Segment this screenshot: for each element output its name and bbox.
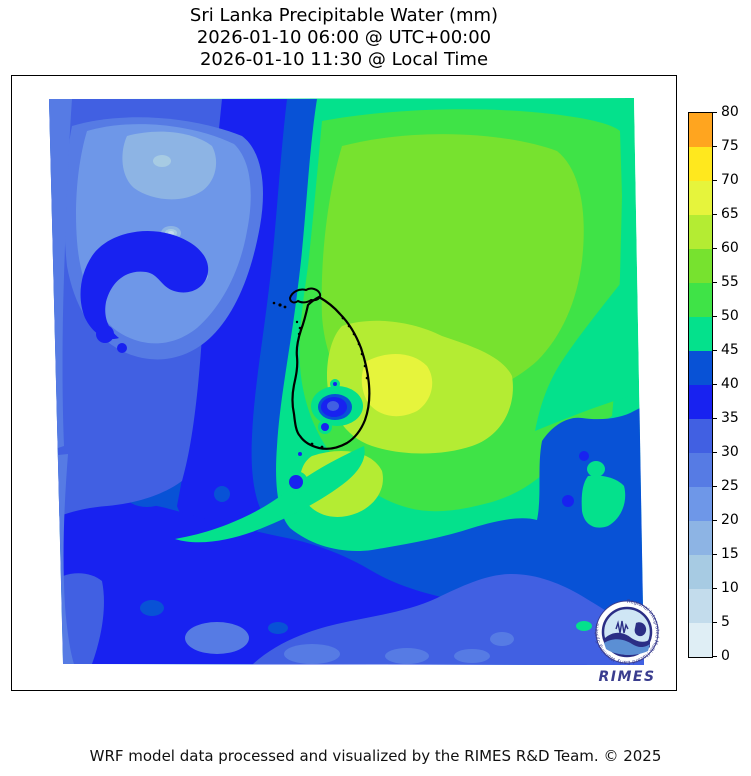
colorbar-tick bbox=[712, 248, 717, 250]
colorbar-segment-5-10 bbox=[689, 589, 712, 623]
contour-45-50-dot bbox=[576, 621, 592, 631]
colorbar-tick bbox=[712, 384, 717, 386]
south-dot bbox=[298, 452, 302, 456]
contour-35-40-dot bbox=[579, 451, 589, 461]
colorbar-segment-10-15 bbox=[689, 555, 712, 589]
colorbar-tick-label: 70 bbox=[721, 172, 739, 188]
colorbar-tick bbox=[712, 180, 717, 182]
contour-25-30-bottompatch bbox=[185, 622, 249, 654]
colorbar-tick bbox=[712, 112, 717, 114]
colorbar-segment-0-5 bbox=[689, 623, 712, 657]
colorbar-tick-label: 20 bbox=[721, 512, 739, 528]
coastline bbox=[291, 295, 371, 450]
contour-35-40-dot bbox=[96, 325, 114, 343]
contour-45-50-ne-wedge bbox=[535, 266, 634, 431]
colorbar-tick bbox=[712, 554, 717, 556]
colorbar bbox=[688, 112, 713, 658]
precipitable-water-map bbox=[49, 98, 644, 665]
colorbar-segment-40-45 bbox=[689, 351, 712, 385]
colorbar-tick-label: 10 bbox=[721, 580, 739, 596]
colorbar-tick-label: 0 bbox=[721, 648, 730, 664]
contour-25-30-bottompatch bbox=[454, 649, 490, 663]
contour-65-70-moist-patch bbox=[361, 354, 433, 417]
contour-30-35-bottomright bbox=[252, 574, 644, 665]
colorbar-tick-label: 60 bbox=[721, 240, 739, 256]
colorbar-tick-label: 25 bbox=[721, 478, 739, 494]
colorbar-segment-45-50 bbox=[689, 317, 712, 351]
colorbar-tick bbox=[712, 282, 717, 284]
rimes-logo-wordmark: RIMES bbox=[598, 669, 656, 685]
highlands-core-30-35 bbox=[327, 401, 339, 411]
coastline bbox=[288, 287, 322, 304]
logo-seismograph bbox=[615, 620, 629, 634]
map-axes-frame bbox=[11, 75, 677, 691]
contour-30-35-leftedge bbox=[63, 573, 104, 664]
contour-45-50-pocket bbox=[587, 461, 605, 477]
footer-credit: WRF model data processed and visualized … bbox=[89, 747, 662, 765]
contour-25-30-bottompatch bbox=[490, 632, 514, 646]
chart-title: Sri Lanka Precipitable Water (mm) bbox=[189, 5, 499, 26]
colorbar-tick bbox=[712, 588, 717, 590]
contour-10-15-core bbox=[153, 155, 171, 167]
colorbar-segment-75-80 bbox=[689, 113, 712, 147]
colorbar-tick bbox=[712, 146, 717, 148]
contour-25-30-bottompatch bbox=[385, 648, 429, 664]
highlands-satellite bbox=[321, 423, 329, 431]
contour-15-20-patch bbox=[122, 131, 217, 200]
colorbar-tick-label: 50 bbox=[721, 308, 739, 324]
colorbar-tick bbox=[712, 418, 717, 420]
south-blob bbox=[289, 475, 303, 489]
colorbar-segment-20-25 bbox=[689, 487, 712, 521]
contour-35-40-dot bbox=[117, 343, 127, 353]
colorbar-tick-label: 30 bbox=[721, 444, 739, 460]
chart-subtitle-utc: 2026-01-10 06:00 @ UTC+00:00 bbox=[196, 27, 492, 48]
colorbar-tick-label: 75 bbox=[721, 138, 739, 154]
contour-35-40-hook bbox=[80, 230, 209, 340]
contour-40-45-pocket bbox=[140, 600, 164, 616]
colorbar-tick-label: 45 bbox=[721, 342, 739, 358]
colorbar-tick-label: 80 bbox=[721, 104, 739, 120]
colorbar-tick-label: 40 bbox=[721, 376, 739, 392]
colorbar-tick-label: 35 bbox=[721, 410, 739, 426]
colorbar-tick bbox=[712, 350, 717, 352]
colorbar-tick bbox=[712, 316, 717, 318]
chart-subtitle-local: 2026-01-10 11:30 @ Local Time bbox=[199, 49, 489, 70]
coastline-islets bbox=[272, 301, 369, 449]
colorbar-ticks: 80 75 70 65 60 55 50 45 40 35 30 25 20 15 10 5 0 bbox=[712, 104, 751, 664]
contour-40-45-pocket bbox=[268, 622, 288, 634]
contour-45-50-pocket2 bbox=[581, 475, 626, 528]
colorbar-tick-label: 65 bbox=[721, 206, 739, 222]
colorbar-tick-label: 5 bbox=[721, 614, 730, 630]
colorbar-tick-label: 55 bbox=[721, 274, 739, 290]
contour-40-45-pocket bbox=[214, 486, 230, 502]
colorbar-segment-25-30 bbox=[689, 453, 712, 487]
contour-45-50-tongue bbox=[175, 446, 365, 543]
highlands-satellite bbox=[333, 382, 337, 386]
rimes-logo: Regional Integrated Multi-Hazard Early W… bbox=[592, 597, 662, 685]
logo-landmass bbox=[634, 622, 647, 637]
colorbar-tick bbox=[712, 656, 717, 658]
rimes-logo-mark: Regional Integrated Multi-Hazard Early W… bbox=[594, 599, 660, 665]
colorbar-segment-60-65 bbox=[689, 215, 712, 249]
colorbar-tick-label: 15 bbox=[721, 546, 739, 562]
logo-wave-light bbox=[604, 639, 650, 655]
colorbar-segment-55-60 bbox=[689, 249, 712, 283]
title-block: Sri Lanka Precipitable Water (mm) 2026-0… bbox=[11, 5, 677, 71]
colorbar-tick bbox=[712, 486, 717, 488]
colorbar-tick bbox=[712, 520, 717, 522]
contour-35-40-dot bbox=[562, 495, 574, 507]
colorbar-segment-70-75 bbox=[689, 147, 712, 181]
colorbar-tick bbox=[712, 452, 717, 454]
colorbar-segment-30-35 bbox=[689, 419, 712, 453]
contour-25-30-bottompatch bbox=[284, 644, 340, 664]
colorbar-segment-15-20 bbox=[689, 521, 712, 555]
colorbar-segment-35-40 bbox=[689, 385, 712, 419]
colorbar-tick bbox=[712, 214, 717, 216]
colorbar-segment-50-55 bbox=[689, 283, 712, 317]
colorbar-segment-65-70 bbox=[689, 181, 712, 215]
colorbar-tick bbox=[712, 622, 717, 624]
